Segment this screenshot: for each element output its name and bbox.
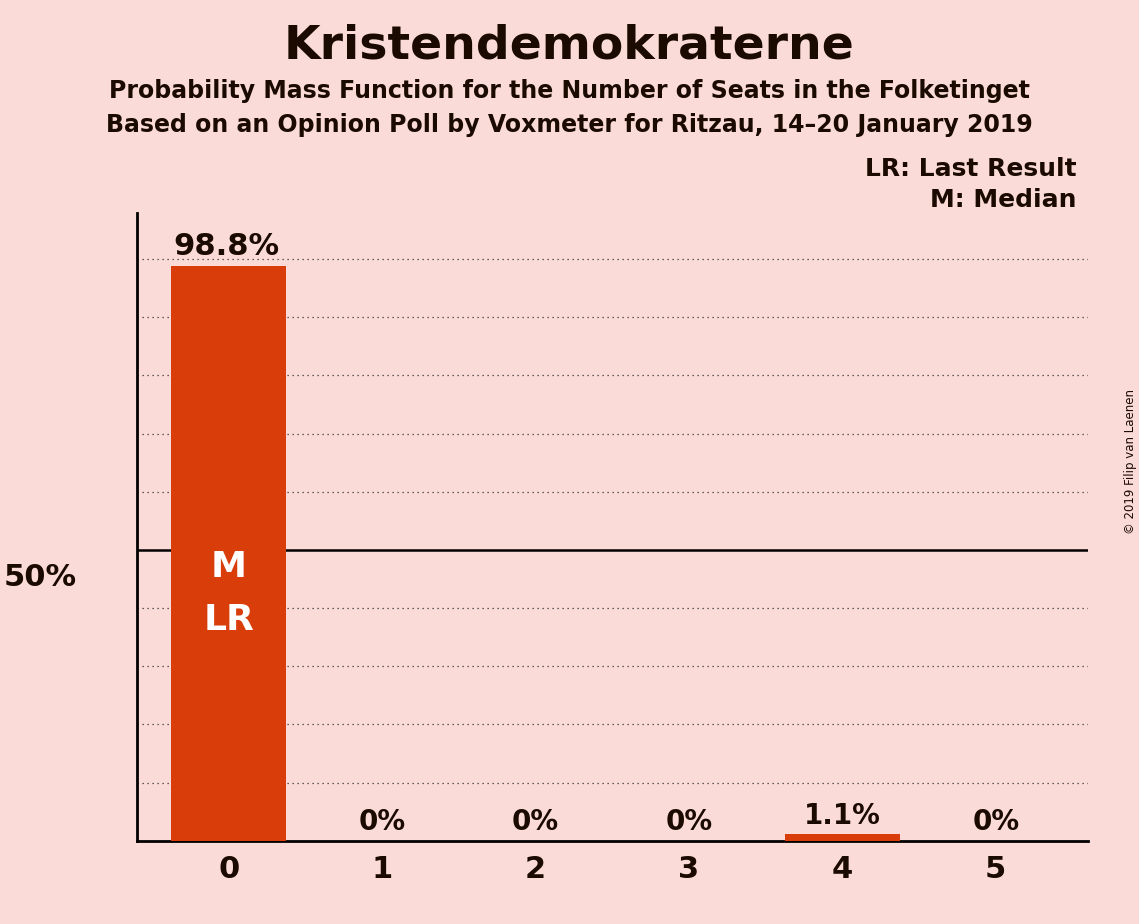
Bar	[785, 834, 900, 841]
Text: 0%: 0%	[359, 808, 405, 836]
Text: 50%: 50%	[3, 563, 76, 592]
Text: M: Median: M: Median	[929, 188, 1076, 213]
Text: Based on an Opinion Poll by Voxmeter for Ritzau, 14–20 January 2019: Based on an Opinion Poll by Voxmeter for…	[106, 113, 1033, 137]
Text: © 2019 Filip van Laenen: © 2019 Filip van Laenen	[1124, 390, 1137, 534]
Text: Kristendemokraterne: Kristendemokraterne	[284, 23, 855, 68]
Text: 98.8%: 98.8%	[173, 233, 279, 261]
Text: 0%: 0%	[665, 808, 713, 836]
Text: LR: Last Result: LR: Last Result	[865, 157, 1076, 181]
Bar	[171, 266, 286, 841]
Text: LR: LR	[203, 602, 254, 637]
Text: 0%: 0%	[511, 808, 559, 836]
Text: Probability Mass Function for the Number of Seats in the Folketinget: Probability Mass Function for the Number…	[109, 79, 1030, 103]
Text: 1.1%: 1.1%	[804, 802, 880, 830]
Text: 0%: 0%	[973, 808, 1019, 836]
Text: M: M	[211, 551, 247, 584]
